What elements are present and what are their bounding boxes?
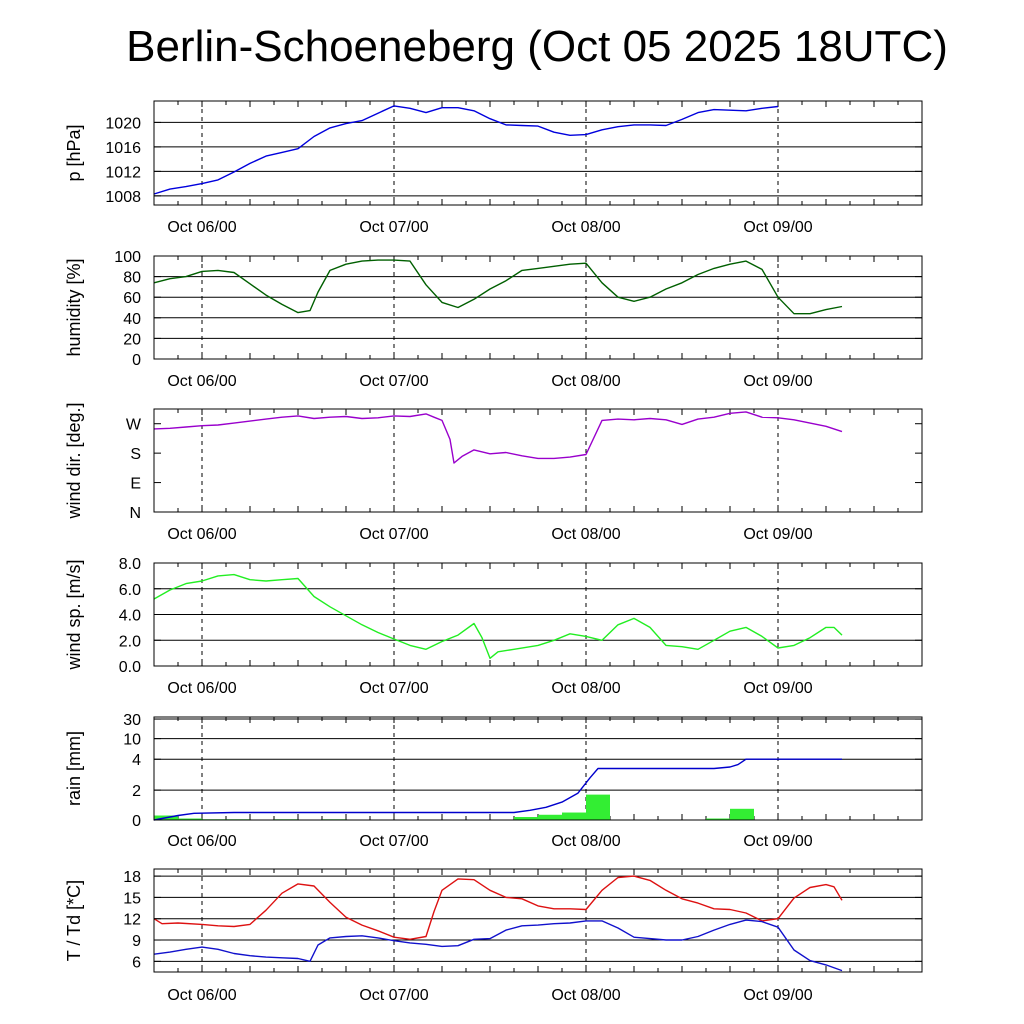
y-axis-label: rain [mm]: [64, 731, 84, 806]
y-axis-label: p [hPa]: [64, 124, 84, 181]
series-line-humidity-0: [153, 259, 843, 315]
y-tick-label: 60: [123, 290, 141, 307]
y-tick-label: 2.0: [119, 633, 141, 650]
y-tick-label: 0: [132, 352, 141, 369]
y-tick-label: 0.0: [119, 659, 141, 676]
rain-bar: [706, 818, 730, 820]
x-tick-label: Oct 07/00: [359, 373, 428, 390]
y-tick-label: W: [126, 417, 142, 434]
y-axis-label: T / Td [*C]: [64, 880, 84, 961]
panel-frame: [153, 868, 923, 973]
rain-bar: [514, 817, 538, 820]
rain-bar: [586, 794, 610, 820]
y-tick-label: S: [130, 446, 141, 463]
panel-frame: [153, 255, 923, 360]
series-line-temperature-1: [153, 919, 843, 972]
x-tick-label: Oct 09/00: [743, 526, 812, 543]
x-tick-label: Oct 07/00: [359, 680, 428, 697]
x-tick-label: Oct 09/00: [743, 987, 812, 1004]
y-axis-label: humidity [%]: [64, 258, 84, 356]
chart-title: Berlin-Schoeneberg (Oct 05 2025 18UTC): [126, 22, 948, 71]
y-tick-label: 2: [132, 783, 141, 800]
x-tick-label: Oct 08/00: [551, 987, 620, 1004]
rain-bar: [538, 814, 562, 820]
panel-frame: [153, 716, 923, 821]
x-tick-label: Oct 08/00: [551, 833, 620, 850]
y-axis-label: wind sp. [m/s]: [64, 559, 84, 670]
panel-frame: [153, 408, 923, 513]
y-tick-label: 8.0: [119, 556, 141, 573]
x-tick-label: Oct 07/00: [359, 987, 428, 1004]
rain-bar: [562, 812, 586, 820]
panel-rain: 0 2 4 10 30 rain [mm] Oct 06/00 Oct 07/00 Oct 08…: [64, 712, 923, 850]
y-tick-label: 20: [123, 331, 141, 348]
x-tick-label: Oct 07/00: [359, 833, 428, 850]
x-tick-label: Oct 09/00: [743, 373, 812, 390]
rain-bar: [730, 808, 754, 820]
series-line-wind_direction-0: [153, 411, 843, 464]
x-tick-label: Oct 06/00: [167, 833, 236, 850]
y-tick-label: 1008: [105, 189, 141, 206]
x-tick-label: Oct 06/00: [167, 219, 236, 236]
x-tick-label: Oct 07/00: [359, 526, 428, 543]
x-tick-label: Oct 06/00: [167, 680, 236, 697]
y-tick-label: 18: [123, 869, 141, 886]
series-line-wind_speed-0: [153, 573, 843, 659]
x-tick-label: Oct 09/00: [743, 680, 812, 697]
series-line-temperature-0: [153, 875, 843, 940]
y-tick-label: 30: [123, 712, 141, 729]
x-tick-label: Oct 06/00: [167, 987, 236, 1004]
y-tick-label: 100: [114, 249, 141, 266]
x-tick-label: Oct 07/00: [359, 219, 428, 236]
panel-pressure: 1008 1012 1016 1020 p [hPa] Oct 06/00 Oct 07/0…: [64, 100, 923, 236]
y-tick-label: 10: [123, 732, 141, 749]
panel-temperature: 6 9 12 15 18 T / Td [*C] Oct 06/00 Oct 07/00 Oct…: [64, 868, 923, 1004]
x-tick-label: Oct 08/00: [551, 219, 620, 236]
series-line-pressure-0: [153, 105, 779, 195]
x-tick-label: Oct 08/00: [551, 373, 620, 390]
x-tick-label: Oct 09/00: [743, 833, 812, 850]
y-tick-label: 80: [123, 270, 141, 287]
y-tick-label: 9: [132, 933, 141, 950]
y-tick-label: 12: [123, 912, 141, 929]
y-tick-label: 0: [132, 813, 141, 830]
panel-wind_speed: 0.0 2.0 4.0 6.0 8.0 wind sp. [m/s] Oct 06/00 Oc…: [64, 556, 923, 697]
series-line-rain-0: [153, 758, 842, 821]
y-tick-label: 4: [132, 752, 141, 769]
y-tick-label: 40: [123, 311, 141, 328]
x-tick-label: Oct 09/00: [743, 219, 812, 236]
x-tick-label: Oct 06/00: [167, 373, 236, 390]
y-tick-label: N: [129, 505, 141, 522]
y-tick-label: 15: [123, 890, 141, 907]
rain-bar: [178, 818, 202, 820]
y-tick-label: 1016: [105, 140, 141, 157]
y-tick-label: 6.0: [119, 582, 141, 599]
y-tick-label: 1020: [105, 115, 141, 132]
y-tick-label: E: [130, 476, 141, 493]
y-tick-label: 1012: [105, 164, 141, 181]
y-tick-label: 4.0: [119, 608, 141, 625]
y-tick-label: 6: [132, 954, 141, 971]
x-tick-label: Oct 06/00: [167, 526, 236, 543]
x-tick-label: Oct 08/00: [551, 526, 620, 543]
y-axis-label: wind dir. [deg.]: [64, 402, 84, 519]
x-tick-label: Oct 08/00: [551, 680, 620, 697]
panel-humidity: 0 20 40 60 80 100 humidity [%] Oct 06/00 Oct 07/…: [64, 249, 923, 390]
panel-frame: [153, 100, 923, 206]
